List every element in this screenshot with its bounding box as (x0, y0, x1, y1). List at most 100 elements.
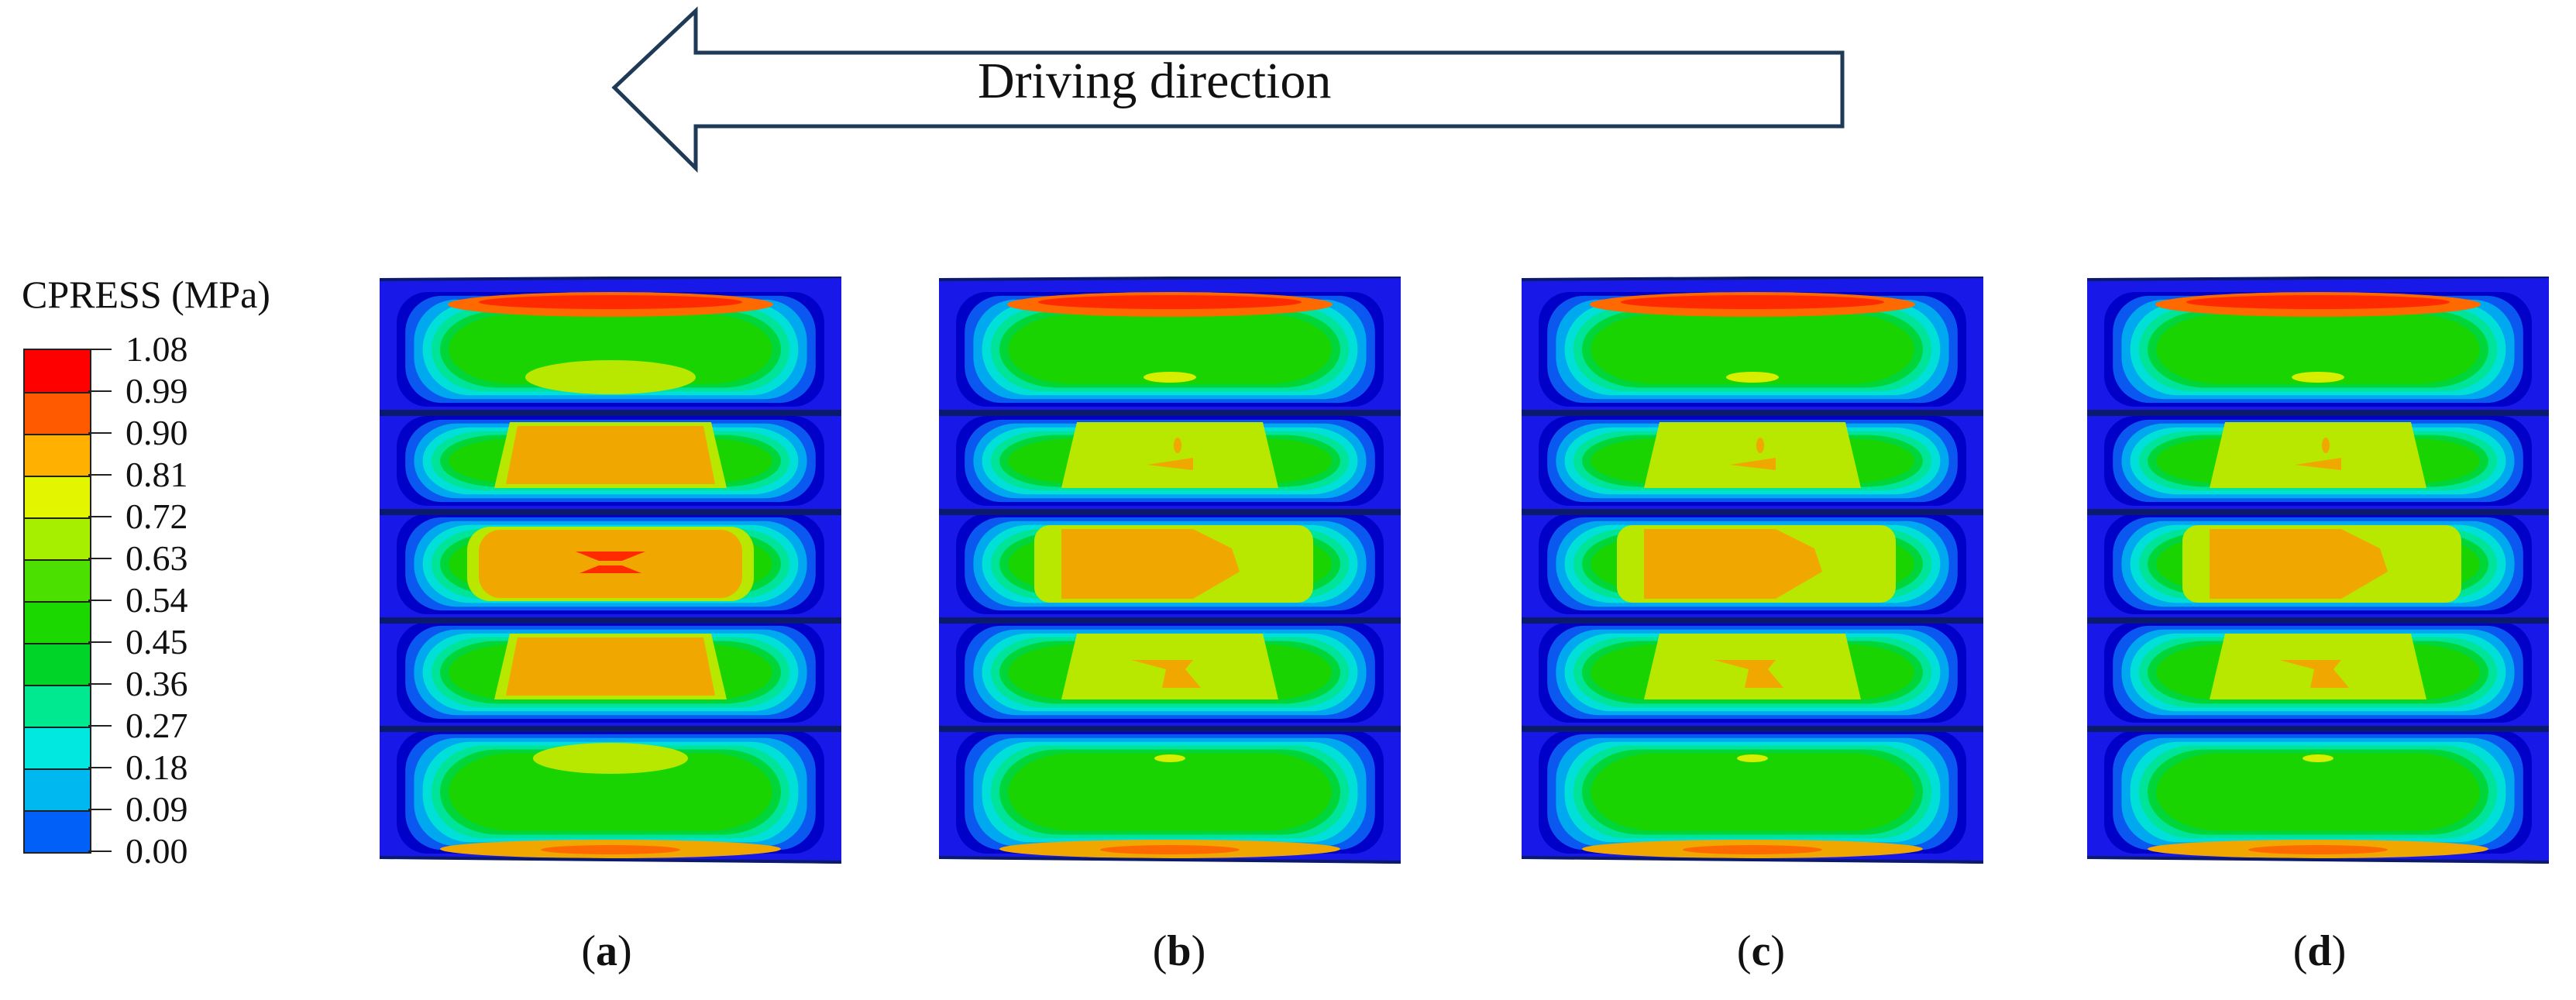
peak-zone (506, 426, 715, 484)
groove-line (1522, 410, 1983, 416)
legend-swatch (25, 768, 90, 810)
legend-tick-label: 0.90 (126, 413, 188, 452)
groove-line (2087, 617, 2549, 624)
top-edge-peak (1038, 295, 1302, 309)
contour-band (1008, 314, 1332, 384)
caption-c-letter: c (1751, 927, 1771, 975)
top-edge-peak (1621, 295, 1884, 309)
bottom-edge-peak (1683, 845, 1822, 854)
caption-c: (c) (1736, 927, 1786, 975)
legend-swatch (25, 810, 90, 852)
center-spot (1726, 372, 1779, 383)
peak-spot (576, 552, 645, 561)
pressure-panel-c (1522, 277, 1983, 864)
caption-d: (d) (2292, 927, 2347, 975)
driving-direction-label: Driving direction (978, 53, 1332, 109)
high-zone (2210, 422, 2426, 488)
footprint-edge (380, 856, 841, 864)
legend-tick-mark (88, 725, 112, 727)
legend-tick-mark (88, 558, 112, 559)
legend-tick-label: 0.09 (126, 789, 188, 829)
legend-tick-label: 0.18 (126, 747, 188, 787)
peak-spot (1147, 458, 1193, 470)
legend-tick-mark (88, 641, 112, 643)
caption-b-letter: b (1167, 927, 1192, 975)
center-spot (1144, 372, 1196, 383)
footprint-edge (939, 856, 1401, 864)
legend-tick-mark (88, 851, 112, 852)
groove-line (380, 617, 841, 624)
top-edge-peak (2186, 295, 2450, 309)
legend-swatch (25, 392, 90, 434)
footprint-edge (380, 277, 841, 281)
high-zone (1061, 422, 1278, 488)
caption-a: (a) (581, 927, 632, 975)
caption-b: (b) (1152, 927, 1206, 975)
groove-line (1522, 617, 1983, 624)
footprint-edge (2087, 856, 2549, 864)
legend-tick-label: 0.36 (126, 664, 188, 703)
legend-swatch (25, 434, 90, 476)
contour-band (449, 753, 772, 831)
center-spot (525, 360, 696, 394)
contour-band (1591, 314, 1914, 384)
caption-d-letter: d (2307, 927, 2332, 975)
footprint-edge (939, 277, 1401, 281)
peak-zone (1061, 529, 1240, 599)
peak-spot (1756, 438, 1764, 453)
legend-tick-label: 0.27 (126, 706, 188, 745)
legend-swatch (25, 517, 90, 559)
driving-direction-arrow (611, 6, 1845, 173)
pressure-panel-d (2087, 277, 2549, 864)
legend-swatch (25, 559, 90, 601)
peak-spot (1729, 458, 1776, 470)
groove-line (1522, 509, 1983, 515)
peak-zone (1644, 529, 1822, 599)
legend-tick-mark (88, 516, 112, 517)
groove-line (380, 509, 841, 515)
contour-band (1591, 753, 1914, 831)
peak-zone (2210, 529, 2388, 599)
groove-line (2087, 509, 2549, 515)
groove-line (939, 617, 1401, 624)
legend-tick-label: 0.81 (126, 455, 188, 494)
legend-title: CPRESS (MPa) (22, 273, 270, 316)
bottom-edge-peak (541, 845, 680, 854)
legend-tick-label: 0.00 (126, 831, 188, 871)
groove-line (2087, 410, 2549, 416)
contour-band (1008, 753, 1332, 831)
center-spot (1737, 754, 1768, 762)
peak-spot (2322, 438, 2330, 453)
bottom-edge-peak (2248, 845, 2388, 854)
contour-band (2156, 314, 2480, 384)
top-edge-peak (479, 295, 742, 309)
caption-a-letter: a (596, 927, 617, 975)
legend-tick-label: 0.63 (126, 538, 188, 578)
legend-tick-mark (88, 349, 112, 350)
peak-spot (1131, 660, 1201, 688)
peak-zone (479, 530, 742, 598)
legend-tick-mark (88, 809, 112, 810)
legend-tick-label: 0.72 (126, 497, 188, 536)
contour-band (449, 314, 772, 384)
groove-line (1522, 726, 1983, 732)
pressure-panel-a (380, 277, 841, 864)
peak-spot (2295, 458, 2341, 470)
peak-spot (2279, 660, 2349, 688)
center-spot (1154, 754, 1185, 762)
groove-line (380, 726, 841, 732)
groove-line (380, 410, 841, 416)
legend-tick-mark (88, 390, 112, 392)
legend-swatch (25, 727, 90, 768)
peak-spot (1174, 438, 1181, 453)
legend-tick-mark (88, 767, 112, 768)
groove-line (939, 726, 1401, 732)
legend-swatch (25, 350, 90, 392)
legend-swatch (25, 476, 90, 517)
legend-tick-label: 0.54 (126, 580, 188, 620)
footprint-edge (2087, 277, 2549, 281)
peak-spot (1714, 660, 1783, 688)
legend-tick-label: 0.99 (126, 371, 188, 411)
legend-tick-mark (88, 432, 112, 434)
legend-tick-mark (88, 474, 112, 476)
